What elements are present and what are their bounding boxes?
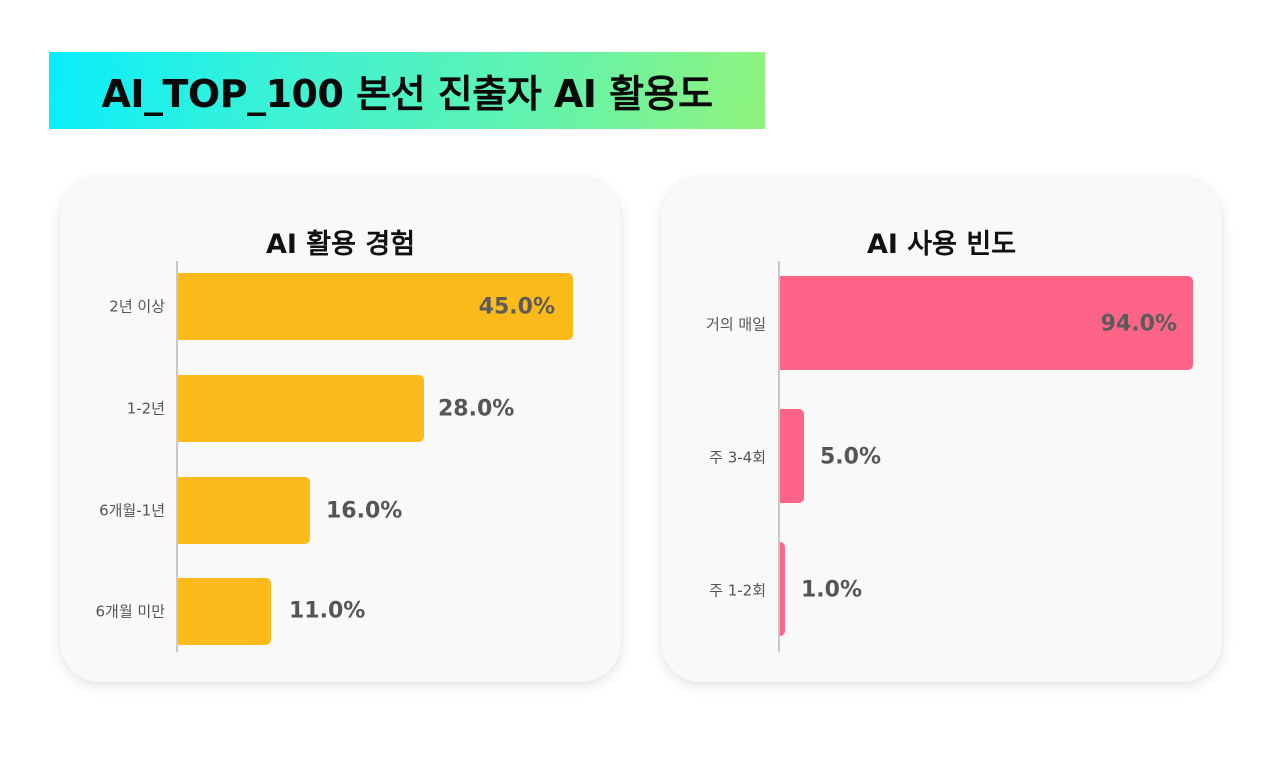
frequency-bar bbox=[780, 276, 1193, 370]
frequency-chart-title: AI 사용 빈도 bbox=[866, 229, 1017, 260]
experience-value-label: 11.0% bbox=[289, 598, 366, 624]
experience-category-label: 2년 이상 bbox=[109, 297, 165, 316]
page-title: AI_TOP_100 본선 진출자 AI 활용도 bbox=[101, 72, 713, 116]
frequency-chart-card: AI 사용 빈도 거의 매일 94.0% 주 3-4회 5.0% 주 1-2회 … bbox=[661, 178, 1222, 682]
experience-category-label: 6개월 미만 bbox=[95, 602, 165, 621]
frequency-bar bbox=[780, 409, 804, 503]
experience-category-label: 1-2년 bbox=[126, 399, 165, 418]
experience-bar bbox=[178, 578, 271, 645]
frequency-category-label: 주 1-2회 bbox=[709, 581, 766, 600]
frequency-value-label: 1.0% bbox=[801, 577, 863, 603]
frequency-value-label: 5.0% bbox=[820, 444, 882, 470]
experience-chart-title: AI 활용 경험 bbox=[265, 229, 416, 260]
experience-bar bbox=[178, 273, 573, 340]
experience-value-label: 45.0% bbox=[478, 294, 555, 320]
experience-category-label: 6개월-1년 bbox=[99, 501, 165, 520]
experience-bar bbox=[178, 477, 310, 544]
frequency-category-label: 거의 매일 bbox=[706, 315, 766, 334]
experience-value-label: 28.0% bbox=[438, 396, 515, 422]
experience-value-label: 16.0% bbox=[326, 498, 403, 524]
frequency-bar bbox=[780, 542, 785, 636]
frequency-y-axis bbox=[778, 261, 780, 652]
experience-y-axis bbox=[176, 261, 178, 652]
frequency-category-label: 주 3-4회 bbox=[709, 448, 766, 467]
experience-bar bbox=[178, 375, 424, 442]
experience-chart-card: AI 활용 경험 2년 이상 45.0% 1-2년 28.0% 6개월-1년 1… bbox=[60, 178, 621, 682]
title-banner: AI_TOP_100 본선 진출자 AI 활용도 bbox=[49, 52, 765, 129]
frequency-value-label: 94.0% bbox=[1100, 311, 1177, 337]
